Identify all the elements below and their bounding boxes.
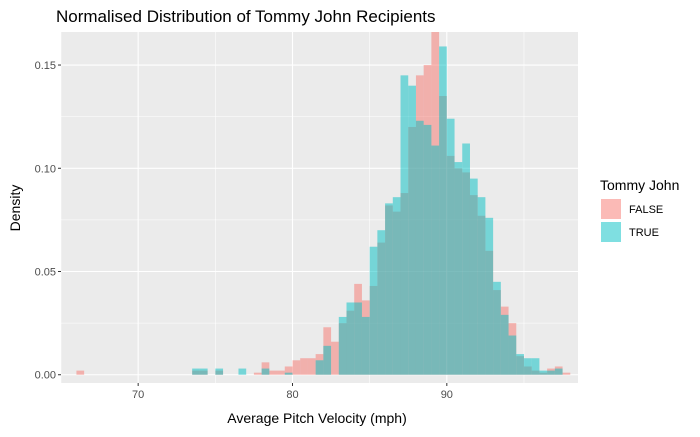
x-tick-label: 70: [132, 389, 144, 401]
legend-swatch-true: [601, 222, 621, 242]
histogram-bar-false: [562, 372, 571, 375]
legend-title: Tommy John: [600, 177, 679, 193]
histogram-bar-true: [315, 360, 324, 375]
histogram-bar-true: [516, 354, 524, 375]
x-axis-title: Average Pitch Velocity (mph): [227, 410, 407, 426]
legend-swatch-false: [601, 199, 621, 219]
histogram-bar-true: [462, 143, 470, 375]
histogram-bar-true: [354, 302, 362, 375]
histogram-bar-false: [76, 370, 85, 375]
y-tick-label: 0.00: [35, 370, 56, 382]
legend: Tommy John FALSE TRUE: [600, 177, 679, 243]
x-tick-label: 90: [441, 389, 453, 401]
histogram-bar-true: [523, 358, 532, 375]
histogram-bar-true: [392, 197, 401, 375]
histogram-bar-true: [361, 316, 370, 375]
histogram-bar-true: [439, 46, 447, 375]
histogram-bar-true: [323, 345, 332, 375]
histogram-bar-false: [284, 366, 293, 375]
histogram-bars: [76, 32, 571, 375]
histogram-bar-true: [192, 368, 200, 375]
histogram-bar-true: [385, 203, 393, 375]
histogram-bar-true: [215, 368, 224, 375]
histogram-bar-true: [554, 368, 563, 375]
histogram-bar-true: [261, 368, 270, 375]
y-tick-label: 0.05: [35, 267, 56, 279]
histogram-bar-true: [415, 120, 424, 375]
histogram-bar-false: [307, 358, 316, 375]
histogram-bar-true: [547, 370, 555, 375]
histogram-bar-true: [493, 281, 501, 375]
legend-label-false: FALSE: [629, 204, 663, 216]
y-tick-label: 0.10: [35, 163, 56, 175]
histogram-bar-true: [477, 197, 486, 375]
series-true: [192, 46, 563, 375]
histogram-bar-false: [277, 370, 285, 375]
y-tick-label: 0.15: [35, 60, 56, 72]
histogram-bar-true: [531, 358, 540, 375]
histogram-bar-true: [431, 145, 440, 375]
histogram-bar-true: [377, 230, 386, 375]
histogram-bar-true: [469, 178, 478, 375]
chart-title: Normalised Distribution of Tommy John Re…: [56, 7, 436, 26]
histogram-bar-false: [253, 372, 262, 375]
histogram-bar-true: [199, 368, 208, 375]
histogram-bar-true: [454, 162, 463, 375]
histogram-bar-true: [500, 314, 509, 375]
histogram-bar-false: [269, 370, 278, 375]
histogram-bar-true: [338, 316, 347, 375]
histogram-bar-true: [485, 217, 494, 375]
x-tick-label: 80: [286, 389, 298, 401]
histogram-bar-false: [292, 360, 301, 375]
histogram-bar-true: [539, 370, 548, 375]
y-axis-title: Density: [7, 185, 23, 232]
histogram-bar-false: [331, 341, 339, 375]
histogram-bar-true: [446, 118, 455, 375]
histogram-bar-true: [369, 246, 378, 375]
histogram-bar-true: [508, 335, 517, 375]
histogram-bar-true: [408, 85, 416, 375]
histogram-bar-true: [423, 124, 432, 375]
histogram-bar-true: [400, 75, 409, 375]
histogram-bar-false: [300, 358, 308, 375]
histogram-bar-true: [238, 368, 247, 375]
legend-label-true: TRUE: [629, 227, 659, 239]
axes: 70 80 90 0.00 0.05 0.10 0.15: [35, 60, 453, 401]
histogram-bar-true: [284, 372, 293, 375]
histogram-bar-true: [346, 302, 355, 375]
